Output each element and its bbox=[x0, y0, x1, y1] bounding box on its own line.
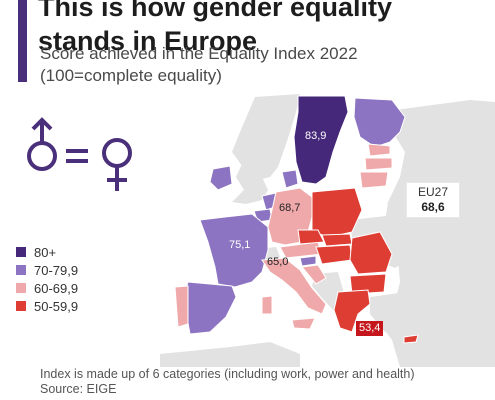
country-finland bbox=[353, 97, 406, 148]
legend-swatch bbox=[16, 265, 26, 275]
country-estonia bbox=[367, 143, 391, 157]
legend-item: 80+ bbox=[16, 243, 78, 261]
page-title: This is how gender equality stands in Eu… bbox=[38, 0, 488, 58]
legend-swatch bbox=[16, 301, 26, 311]
legend-swatch bbox=[16, 283, 26, 293]
subtitle-line-1: Score achieved in the Equality Index 202… bbox=[40, 44, 358, 63]
country-sicily bbox=[291, 317, 316, 330]
country-greece bbox=[333, 289, 371, 333]
footer-source: Source: EIGE bbox=[40, 382, 117, 396]
country-sweden bbox=[293, 95, 349, 185]
country-portugal bbox=[174, 285, 189, 328]
label-italy: 65,0 bbox=[267, 256, 289, 268]
legend-label: 80+ bbox=[34, 244, 57, 260]
country-slovenia bbox=[299, 255, 317, 267]
land-north-africa bbox=[160, 342, 300, 367]
country-latvia bbox=[364, 157, 393, 171]
label-greece: 53,4 bbox=[356, 321, 384, 336]
legend: 80+ 70-79,9 60-69,9 50-59,9 bbox=[16, 243, 78, 315]
title-accent-bar bbox=[18, 0, 27, 82]
country-bulgaria bbox=[349, 273, 387, 295]
country-italy bbox=[261, 257, 327, 315]
legend-item: 70-79,9 bbox=[16, 261, 78, 279]
land-uk bbox=[232, 137, 268, 204]
title-line-1: This is how gender equality bbox=[38, 0, 393, 22]
legend-label: 70-79,9 bbox=[34, 262, 79, 278]
footer-note: Index is made up of 6 categories (includ… bbox=[40, 367, 415, 381]
gender-equality-icon bbox=[27, 117, 132, 191]
eu-name: EU27 bbox=[417, 185, 449, 199]
legend-label: 50-59,9 bbox=[34, 298, 79, 314]
country-cyprus bbox=[403, 334, 419, 344]
label-germany: 68,7 bbox=[279, 202, 301, 214]
subtitle: Score achieved in the Equality Index 202… bbox=[40, 43, 358, 87]
country-slovakia bbox=[321, 233, 353, 247]
legend-label: 60-69,9 bbox=[34, 280, 79, 296]
subtitle-line-2: (100=complete equality) bbox=[40, 66, 222, 85]
country-croatia bbox=[301, 264, 327, 285]
legend-item: 50-59,9 bbox=[16, 297, 78, 315]
country-ireland bbox=[209, 165, 233, 191]
eu-value: 68,6 bbox=[421, 200, 445, 214]
country-sardinia bbox=[261, 295, 273, 315]
europe-map bbox=[0, 92, 495, 367]
country-czechia bbox=[297, 229, 325, 245]
country-lithuania bbox=[359, 171, 389, 189]
eu-average-box: EU27 68,6 bbox=[407, 183, 459, 217]
footer: Index is made up of 6 categories (includ… bbox=[40, 367, 415, 397]
title-line-2: stands in Europe bbox=[38, 26, 258, 56]
country-france bbox=[199, 213, 269, 288]
legend-item: 60-69,9 bbox=[16, 279, 78, 297]
label-sweden: 83,9 bbox=[305, 130, 327, 142]
country-hungary bbox=[315, 244, 353, 265]
legend-swatch bbox=[16, 247, 26, 257]
land-turkey bbox=[370, 290, 480, 344]
country-denmark bbox=[281, 169, 299, 189]
label-france: 75,1 bbox=[229, 239, 251, 251]
country-romania bbox=[349, 231, 393, 275]
